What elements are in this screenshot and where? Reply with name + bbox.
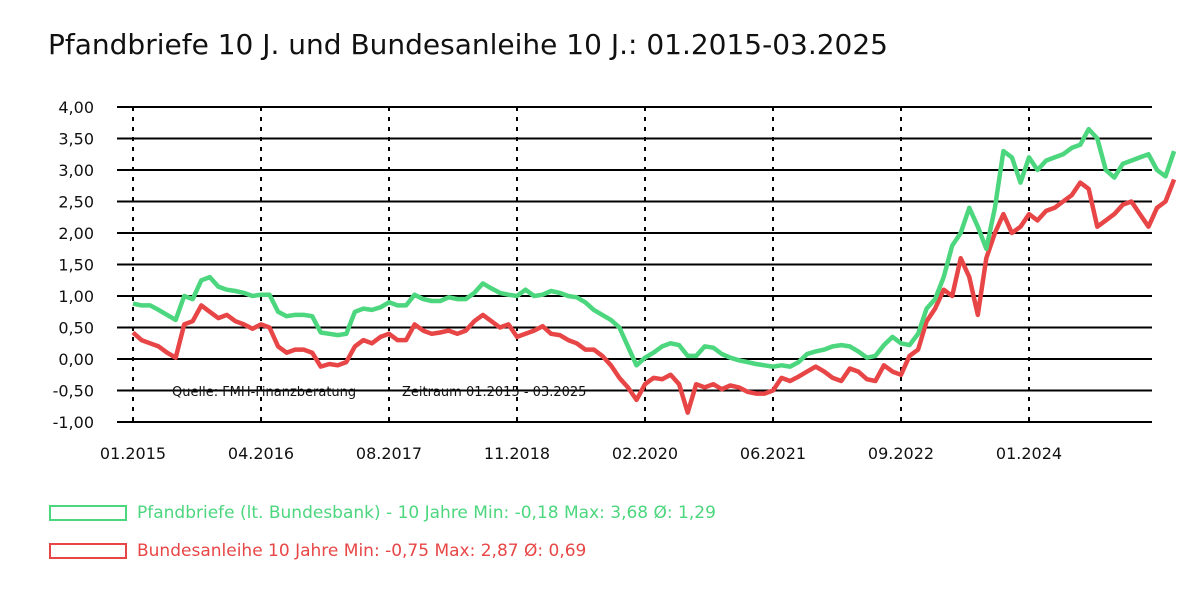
horizontal-gridlines [117, 106, 1152, 423]
x-tick-label: 04.2016 [228, 444, 294, 463]
data-series [131, 126, 1177, 415]
x-tick-label: 01.2015 [100, 444, 166, 463]
y-tick-label: -0,50 [53, 382, 94, 401]
y-tick-label: 0,50 [58, 319, 94, 338]
y-tick-label: 1,50 [58, 256, 94, 275]
y-tick-label: 0,00 [58, 350, 94, 369]
x-tick-label: 02.2020 [612, 444, 678, 463]
x-tick-label: 09.2022 [868, 444, 934, 463]
legend-item-pfandbriefe: Pfandbriefe (lt. Bundesbank) - 10 Jahre … [49, 503, 716, 523]
y-tick-label: -1,00 [53, 413, 94, 432]
legend-item-bundesanleihe: Bundesanleihe 10 Jahre Min: -0,75 Max: 2… [49, 541, 586, 561]
legend-label: Bundesanleihe 10 Jahre Min: -0,75 Max: 2… [137, 541, 587, 561]
x-tick-label: 11.2018 [484, 444, 550, 463]
y-tick-label: 4,00 [58, 98, 94, 117]
pfandbriefe-line [132, 126, 1177, 369]
period-annotation: Zeitraum 01.2015 - 03.2025 [402, 385, 586, 400]
x-tick-label: 06.2021 [740, 444, 806, 463]
source-annotation: Quelle: FMH-Finanzberatung [172, 385, 356, 400]
y-tick-label: 2,50 [58, 193, 94, 212]
x-axis-labels: 01.2015 04.2016 08.2017 11.2018 02.2020 06.20… [100, 444, 1062, 463]
chart-title: Pfandbriefe 10 J. und Bundesanleihe 10 J… [48, 28, 888, 61]
x-tick-label: 08.2017 [356, 444, 422, 463]
legend-label: Pfandbriefe (lt. Bundesbank) - 10 Jahre … [137, 503, 716, 523]
bundesanleihe-line [131, 178, 1177, 415]
legend-swatch-red [49, 543, 127, 559]
x-tick-label: 01.2024 [996, 444, 1062, 463]
legend-swatch-green [49, 505, 127, 521]
y-tick-label: 2,00 [58, 224, 94, 243]
y-tick-label: 3,50 [58, 130, 94, 149]
y-axis-labels: 4,00 3,50 3,00 2,50 2,00 1,50 1,00 0,50 0,00 -0,5… [53, 98, 94, 432]
y-tick-label: 3,00 [58, 161, 94, 180]
y-tick-label: 1,00 [58, 287, 94, 306]
